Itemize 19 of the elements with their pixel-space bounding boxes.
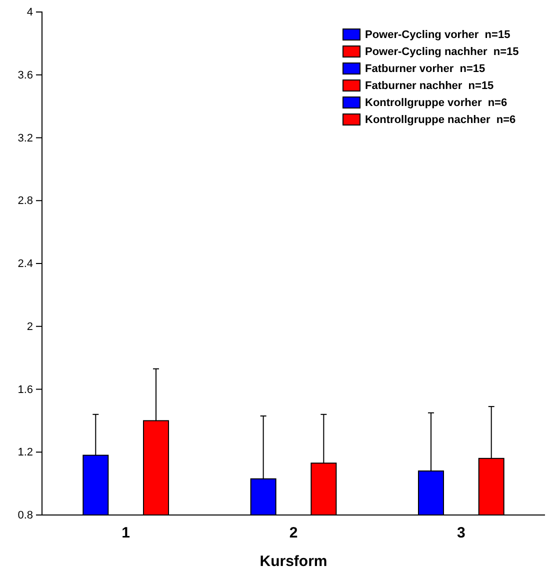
y-tick-label: 4 xyxy=(26,6,33,19)
y-tick-label: 1.6 xyxy=(18,384,33,396)
y-tick-label: 2 xyxy=(26,320,33,333)
legend-label: Kontrollgruppe vorher n=6 xyxy=(365,97,508,109)
y-tick-label: 2.8 xyxy=(18,195,33,208)
y-tick-label: 3.6 xyxy=(18,69,33,82)
legend-label: Power-Cycling vorher n=15 xyxy=(365,29,510,41)
legend-label: Kontrollgruppe nachher n=6 xyxy=(365,114,516,126)
x-tick-label: 2 xyxy=(289,524,298,542)
y-tick-label: 1.2 xyxy=(18,446,33,459)
legend-label: Fatburner vorher n=15 xyxy=(365,63,486,75)
y-tick-label: 3.2 xyxy=(18,132,33,144)
legend-label: Power-Cycling nachher n=15 xyxy=(365,46,519,58)
legend-label: Fatburner nachher n=15 xyxy=(365,80,494,92)
y-tick-label: 0.8 xyxy=(18,510,33,522)
x-tick-label: 1 xyxy=(122,524,130,542)
x-axis-title: Kursform xyxy=(260,553,328,570)
x-tick-label: 3 xyxy=(456,524,466,542)
y-tick-label: 2.4 xyxy=(18,258,33,270)
